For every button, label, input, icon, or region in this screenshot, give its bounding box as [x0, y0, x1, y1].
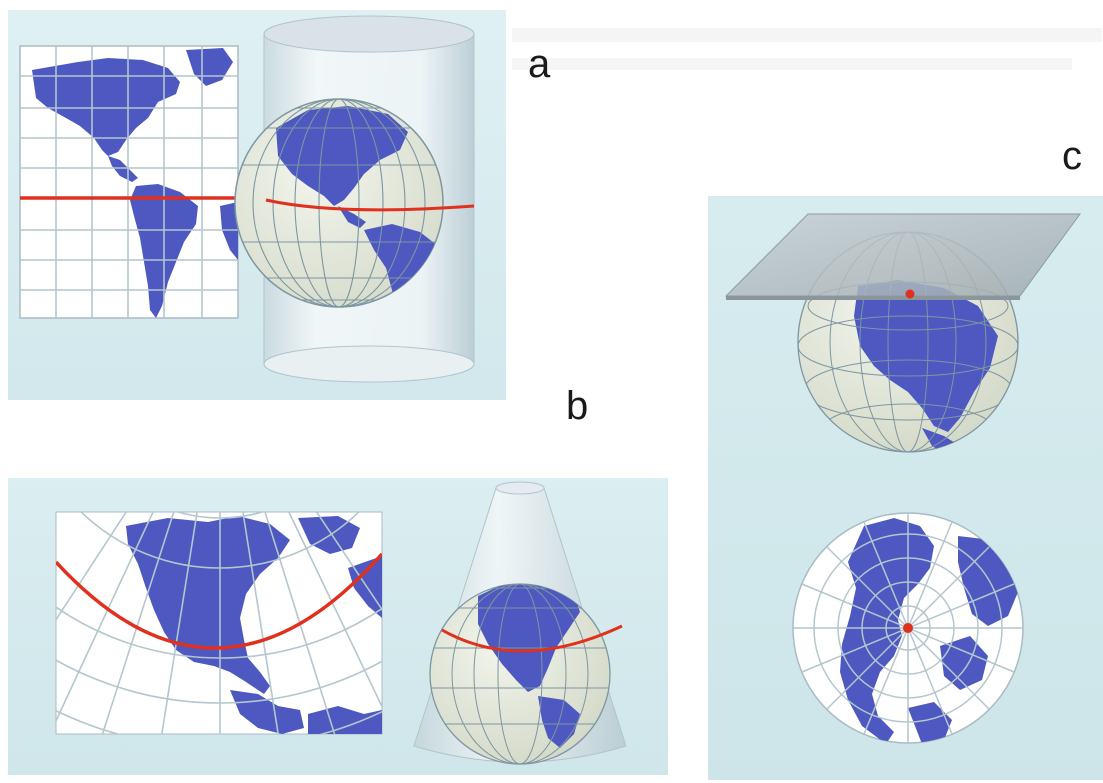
pole-point-icon — [903, 623, 913, 633]
conic-map — [55, 511, 383, 735]
globe-icon — [234, 98, 475, 308]
plane-icon — [724, 213, 1081, 300]
tangent-point-icon — [905, 289, 915, 299]
label-b: b — [566, 384, 589, 428]
label-a: a — [528, 42, 551, 86]
panel-cylindrical-projection — [8, 10, 506, 400]
panel-conic-projection — [8, 478, 668, 775]
standard-line-tangent — [265, 198, 475, 212]
azimuthal-map — [792, 512, 1024, 744]
faint-background-text — [512, 28, 1102, 70]
cone-icon — [413, 481, 627, 765]
cylinder-icon — [234, 15, 475, 383]
map-north-america-shape — [32, 58, 180, 156]
cylindrical-map — [19, 45, 239, 319]
panel-azimuthal-projection — [708, 196, 1103, 780]
globe-icon — [429, 583, 611, 765]
standard-line-parallel — [56, 552, 382, 650]
label-c: c — [1062, 134, 1082, 178]
standard-line-tangent — [441, 624, 623, 653]
